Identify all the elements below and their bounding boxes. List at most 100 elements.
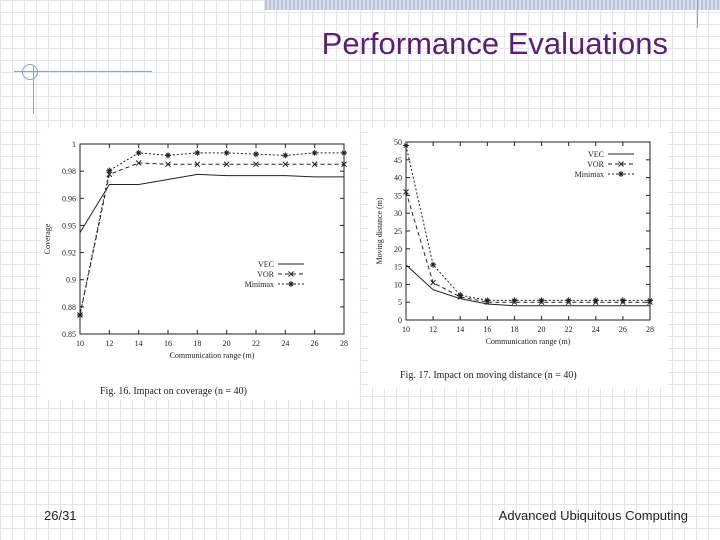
legend-label: VEC — [258, 260, 274, 269]
x-tick-label: 24 — [592, 325, 600, 334]
legend-label: VEC — [588, 150, 604, 159]
y-tick-label: 50 — [394, 138, 402, 147]
x-tick-label: 26 — [619, 325, 627, 334]
y-tick-label: 0.96 — [62, 194, 76, 203]
x-tick-label: 18 — [193, 339, 201, 348]
x-tick-label: 10 — [402, 325, 410, 334]
x-axis-label: Communication range (m) — [170, 351, 255, 360]
figure-caption: Fig. 17. Impact on moving distance (n = … — [400, 370, 577, 381]
data-point-minimax — [223, 149, 230, 156]
x-tick-label: 18 — [510, 325, 518, 334]
data-point-vor — [253, 161, 259, 168]
legend-marker — [618, 161, 624, 167]
data-point-vor — [282, 161, 289, 168]
data-point-vor — [135, 160, 142, 166]
x-tick-label: 22 — [565, 325, 573, 334]
y-axis-label: Coverage — [43, 223, 52, 254]
header-decoration-bar — [265, 0, 720, 10]
data-point-minimax — [592, 297, 599, 304]
y-tick-label: 0.92 — [62, 249, 76, 258]
x-axis-label: Communication range (m) — [486, 337, 571, 346]
legend-label: VOR — [257, 270, 275, 279]
x-tick-label: 16 — [164, 339, 172, 348]
y-tick-label: 1 — [72, 140, 76, 149]
slide-title: Performance Evaluations — [321, 26, 668, 61]
data-point-minimax — [311, 149, 318, 156]
data-point-minimax — [106, 167, 113, 174]
x-tick-label: 28 — [340, 339, 348, 348]
data-point-vor — [194, 161, 201, 168]
x-tick-label: 12 — [105, 339, 113, 348]
y-tick-label: 0.95 — [62, 221, 76, 230]
corner-decoration-circle — [22, 64, 38, 80]
data-point-minimax — [194, 149, 201, 156]
data-point-minimax — [484, 297, 491, 304]
y-tick-label: 0.88 — [62, 303, 76, 312]
series-line-minimax — [405, 145, 650, 301]
x-tick-label: 14 — [135, 339, 143, 348]
y-tick-label: 30 — [394, 209, 402, 218]
data-point-minimax — [538, 297, 545, 304]
header-decoration-line — [697, 0, 698, 28]
x-tick-label: 22 — [252, 339, 260, 348]
series-line-vor — [405, 191, 650, 303]
legend-label: Minimax — [245, 280, 274, 289]
x-tick-label: 16 — [483, 325, 491, 334]
y-tick-label: 15 — [394, 263, 402, 272]
data-point-minimax — [282, 152, 289, 159]
x-tick-label: 20 — [223, 339, 231, 348]
data-point-minimax — [341, 149, 347, 156]
series-line-vec — [79, 173, 344, 233]
series-line-vor — [79, 162, 344, 316]
legend-marker — [288, 281, 294, 287]
series-line-minimax — [79, 152, 344, 316]
legend-label: VOR — [587, 160, 605, 169]
y-tick-label: 0.9 — [66, 276, 76, 285]
y-tick-label: 45 — [394, 156, 402, 165]
footer-text: Advanced Ubiquitous Computing — [498, 508, 688, 523]
data-point-minimax — [457, 292, 464, 299]
data-point-minimax — [430, 261, 437, 268]
data-point-minimax — [565, 297, 572, 304]
plot-frame — [79, 143, 345, 335]
x-tick-label: 24 — [281, 339, 289, 348]
data-point-minimax — [511, 297, 518, 304]
data-point-minimax — [165, 152, 171, 159]
data-point-minimax — [619, 297, 626, 304]
data-point-vor — [341, 161, 347, 168]
y-tick-label: 25 — [394, 227, 402, 236]
moving-distance-chart: 0 5 10 15 20 25 30 35 40 45 50 10 12 14 16 18 20 22 24 26 28… — [375, 138, 654, 381]
data-point-minimax — [403, 142, 409, 149]
moving-distance-chart-figure: 0 5 10 15 20 25 30 35 40 45 50 10 12 14 16 18 20 22 24 26 28… — [368, 128, 668, 388]
legend-marker — [618, 171, 624, 177]
legend-marker — [288, 271, 294, 277]
figure-caption: Fig. 16. Impact on coverage (n = 40) — [100, 386, 247, 397]
y-tick-label: 10 — [394, 280, 402, 289]
data-point-vor — [311, 161, 318, 168]
y-tick-label: 0 — [398, 316, 402, 325]
coverage-chart: 0.85 0.88 0.9 0.92 0.95 0.96 0.98 1 10 12 14 16 18 20… — [43, 140, 348, 397]
corner-decoration-line — [14, 71, 152, 72]
series-line-vec — [405, 264, 650, 307]
y-tick-label: 20 — [394, 245, 402, 254]
page-number: 26/31 — [44, 508, 77, 523]
y-tick-label: 0.98 — [62, 167, 76, 176]
coverage-chart-figure: 0.85 0.88 0.9 0.92 0.95 0.96 0.98 1 10 12 14 16 18 20… — [40, 128, 360, 400]
corner-decoration-vertical-line — [33, 66, 34, 114]
y-tick-label: 40 — [394, 174, 402, 183]
y-tick-label: 0.85 — [62, 330, 76, 339]
data-point-vor — [223, 161, 230, 168]
x-tick-label: 28 — [646, 325, 654, 334]
data-point-vor — [403, 188, 409, 195]
x-tick-label: 14 — [456, 325, 464, 334]
x-tick-label: 10 — [76, 339, 84, 348]
data-point-vor — [430, 279, 436, 286]
legend-label: Minimax — [575, 170, 604, 179]
x-tick-label: 12 — [429, 325, 437, 334]
data-point-minimax — [647, 297, 653, 304]
data-point-minimax — [135, 149, 142, 156]
data-point-minimax — [77, 312, 83, 318]
y-axis-label: Moving distance (m) — [375, 197, 384, 264]
data-point-minimax — [253, 151, 259, 158]
y-tick-label: 5 — [398, 298, 402, 307]
